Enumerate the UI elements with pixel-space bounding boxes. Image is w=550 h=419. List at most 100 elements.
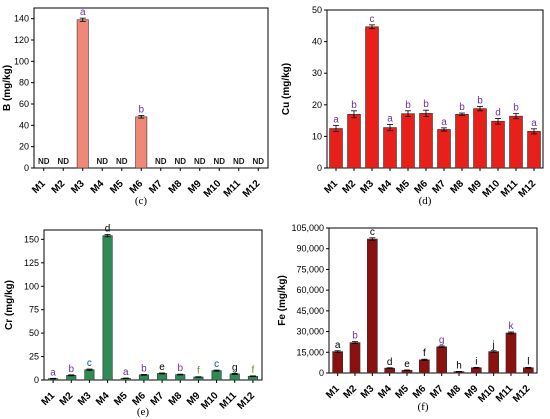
cu-significance-label: d: [495, 107, 501, 118]
cu-bar-m7: [437, 129, 451, 169]
fe-bar-m7: [436, 346, 447, 374]
fe-significance-label: k: [509, 321, 515, 332]
fe-significance-label: c: [370, 227, 375, 238]
cr-significance-label: b: [141, 363, 147, 374]
cr-bar-m8: [175, 374, 186, 381]
chart-fe: 0 15,000 30,000 45,000 60,000 75,000 90,000 105…: [277, 223, 538, 413]
fe-significance-label: j: [492, 340, 495, 351]
fe-significance-label: a: [335, 340, 341, 351]
cr-xtick-label: M2: [58, 390, 76, 408]
b-ytick-label: 100: [14, 56, 29, 66]
cu-bar-m6: [419, 113, 433, 169]
cu-significance-label: a: [441, 117, 447, 128]
b-bar-m3: [76, 19, 89, 169]
cr-ytick-label: 150: [24, 234, 39, 244]
chart-b: 0 20 40 60 80 100 120 140 B (mg/kg) ND M1 ND M2 a M3 ND…: [2, 7, 269, 207]
fe-xtick-label: M10: [476, 383, 498, 405]
b-nd-label: ND: [96, 157, 108, 166]
b-significance-label: a: [80, 7, 86, 18]
cu-panel-caption: (d): [419, 195, 432, 207]
cr-ytick-label: 0: [34, 375, 39, 385]
b-ytick-label: 80: [19, 78, 29, 88]
cr-ytick-label: 125: [24, 258, 39, 268]
cr-significance-label: b: [177, 363, 183, 374]
cu-ytick-label: 10: [312, 131, 322, 141]
fe-ytick-label: 60,000: [296, 285, 324, 295]
cu-significance-label: c: [370, 14, 375, 25]
cr-xtick-label: M11: [218, 390, 239, 411]
cu-xtick-label: M7: [431, 178, 449, 196]
cr-ytick-label: 25: [29, 352, 39, 362]
fe-xtick-label: M3: [359, 383, 377, 401]
b-ytick-label: 0: [24, 163, 29, 173]
fe-bar-m10: [488, 351, 499, 374]
fe-xtick-label: M6: [411, 383, 429, 401]
b-nd-label: ND: [252, 157, 264, 166]
fe-panel-caption: (f): [418, 401, 429, 413]
fe-significance-label: d: [387, 357, 393, 368]
cr-xtick-label: M12: [236, 390, 258, 412]
cr-significance-label: f: [252, 365, 255, 376]
cr-xtick-label: M10: [199, 390, 221, 412]
b-nd-label: ND: [233, 157, 245, 166]
cu-bar-m8: [455, 113, 469, 169]
fe-ytick-label: 30,000: [296, 327, 324, 337]
b-xtick-label: M12: [241, 178, 263, 200]
cr-significance-label: e: [159, 362, 165, 373]
cu-xtick-label: M12: [517, 178, 539, 200]
fe-bar-m1: [332, 351, 343, 374]
b-ytick-label: 120: [14, 35, 29, 45]
fe-xtick-label: M2: [342, 383, 360, 401]
cu-bar-m9: [473, 108, 487, 169]
cr-ytick-label: 100: [24, 281, 39, 291]
cu-xtick-label: M3: [359, 178, 377, 196]
b-nd-label: ND: [213, 157, 225, 166]
cr-xtick-label: M7: [149, 390, 167, 408]
b-ytick-label: 20: [19, 142, 29, 152]
cu-xtick-label: M10: [481, 178, 503, 200]
b-ytick-label: 140: [14, 14, 29, 24]
cu-significance-label: b: [459, 102, 465, 113]
cr-xtick-label: M4: [94, 390, 112, 408]
fe-xtick-label: M4: [376, 383, 394, 401]
cu-bar-m12: [527, 131, 541, 169]
cu-bar-m3: [365, 26, 379, 169]
cr-xtick-label: M8: [167, 390, 185, 408]
cu-significance-label: a: [387, 113, 393, 124]
cu-ytick-label: 30: [312, 68, 322, 78]
fe-xtick-label: M5: [394, 383, 412, 401]
cu-xtick-label: M6: [413, 178, 431, 196]
cu-bar-m1: [329, 128, 343, 169]
fe-ytick-label: 75,000: [296, 264, 324, 274]
fe-plot-frame: [328, 227, 538, 374]
b-bar-m6: [135, 116, 148, 169]
cu-bar-m11: [509, 115, 523, 169]
b-xtick-label: M3: [69, 178, 87, 196]
cr-ytick-label: 50: [29, 328, 39, 338]
cu-significance-label: a: [531, 118, 537, 129]
b-plot-frame: [33, 7, 269, 169]
b-xtick-label: M10: [202, 178, 224, 200]
cr-significance-label: c: [214, 359, 219, 370]
b-ytick-label: 40: [19, 120, 29, 130]
cu-xtick-label: M5: [395, 178, 413, 196]
fe-significance-label: b: [352, 331, 358, 342]
cu-plot-frame: [326, 9, 544, 169]
cu-xtick-label: M11: [499, 178, 520, 199]
cr-xtick-label: M1: [40, 390, 58, 408]
cr-significance-label: a: [50, 367, 56, 378]
cr-significance-label: c: [87, 358, 92, 369]
fe-xtick-label: M11: [494, 383, 515, 404]
fe-ytick-label: 90,000: [296, 244, 324, 254]
fe-ytick-label: 45,000: [296, 306, 324, 316]
cu-ytick-label: 40: [312, 37, 322, 47]
b-panel-caption: (c): [135, 195, 148, 207]
fe-ytick-label: 0: [319, 368, 324, 378]
cr-xtick-label: M5: [112, 390, 130, 408]
b-ytick-label: 60: [19, 99, 29, 109]
cu-significance-label: b: [423, 99, 429, 110]
b-nd-label: ND: [38, 157, 50, 166]
b-nd-label: ND: [174, 157, 186, 166]
cu-ytick-label: 50: [312, 5, 322, 15]
cu-bar-m2: [347, 113, 361, 169]
